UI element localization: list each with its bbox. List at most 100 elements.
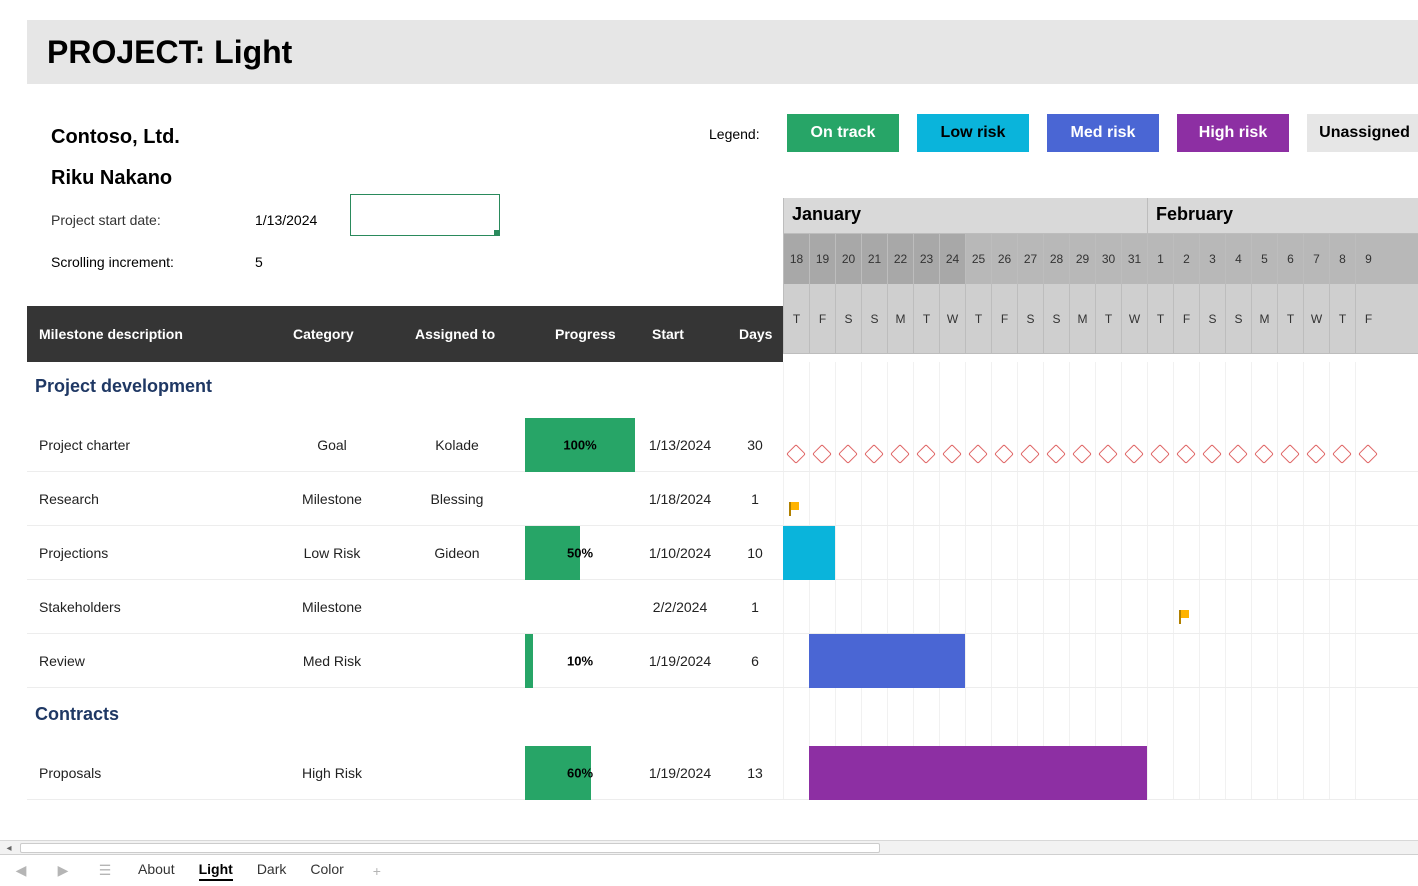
cell-progress bbox=[525, 472, 635, 526]
increment-label: Scrolling increment: bbox=[51, 254, 174, 270]
timeline-header: JanuaryFebruary 181920212223242526272829… bbox=[783, 198, 1418, 354]
cell-start: 1/18/2024 bbox=[635, 491, 725, 507]
timeline-month: January bbox=[783, 198, 869, 234]
cell-category: Milestone bbox=[267, 491, 397, 507]
timeline-date: 30 bbox=[1095, 234, 1121, 284]
gantt-bar[interactable] bbox=[809, 634, 965, 688]
timeline-weekday: S bbox=[1017, 284, 1043, 353]
timeline-date: 8 bbox=[1329, 234, 1355, 284]
horizontal-scrollbar[interactable]: ◂ bbox=[0, 840, 1418, 854]
tab-about[interactable]: About bbox=[138, 861, 175, 881]
gantt-bar[interactable] bbox=[783, 526, 835, 580]
timeline-weekday: F bbox=[1173, 284, 1199, 353]
timeline-date: 31 bbox=[1121, 234, 1147, 284]
cell-description: Proposals bbox=[39, 765, 101, 781]
cell-days: 6 bbox=[727, 653, 783, 669]
legend-on-track: On track bbox=[787, 114, 899, 152]
table-row[interactable]: Proposals High Risk 60%1/19/202413 bbox=[27, 746, 783, 800]
milestone-diamond-icon bbox=[1358, 444, 1378, 464]
timeline-weekday: F bbox=[809, 284, 835, 353]
timeline-date: 27 bbox=[1017, 234, 1043, 284]
milestone-diamond-icon bbox=[1072, 444, 1092, 464]
milestone-diamond-icon bbox=[1150, 444, 1170, 464]
milestone-diamond-icon bbox=[1202, 444, 1222, 464]
timeline-weekday: M bbox=[1251, 284, 1277, 353]
timeline-weekday: T bbox=[1095, 284, 1121, 353]
cell-description: Research bbox=[39, 491, 99, 507]
cell-days: 1 bbox=[727, 599, 783, 615]
timeline-row bbox=[783, 746, 1418, 800]
timeline-weekday: T bbox=[913, 284, 939, 353]
tab-light[interactable]: Light bbox=[199, 861, 233, 881]
milestone-diamond-icon bbox=[1332, 444, 1352, 464]
tab-color[interactable]: Color bbox=[310, 861, 343, 881]
gantt-bar[interactable] bbox=[809, 746, 1147, 800]
cell-days: 13 bbox=[727, 765, 783, 781]
timeline-date: 9 bbox=[1355, 234, 1381, 284]
timeline-date: 7 bbox=[1303, 234, 1329, 284]
col-asgn: Assigned to bbox=[415, 326, 495, 342]
cell-description: Projections bbox=[39, 545, 108, 561]
cell-progress: 50% bbox=[525, 526, 635, 580]
timeline-row bbox=[783, 580, 1418, 634]
timeline-date: 28 bbox=[1043, 234, 1069, 284]
legend-med-risk: Med risk bbox=[1047, 114, 1159, 152]
milestone-diamond-icon bbox=[942, 444, 962, 464]
timeline-weekday: S bbox=[861, 284, 887, 353]
scrollbar-thumb[interactable] bbox=[20, 843, 880, 853]
timeline-weekday: S bbox=[1043, 284, 1069, 353]
sheet-nav-next-icon[interactable]: ▶ bbox=[54, 862, 72, 880]
cell-description: Project charter bbox=[39, 437, 130, 453]
timeline-date: 20 bbox=[835, 234, 861, 284]
table-row[interactable]: ProjectionsLow RiskGideon50%1/10/202410 bbox=[27, 526, 783, 580]
milestone-diamond-icon bbox=[890, 444, 910, 464]
milestone-diamond-icon bbox=[1124, 444, 1144, 464]
add-sheet-icon[interactable]: + bbox=[368, 862, 386, 880]
timeline-weekday: M bbox=[1069, 284, 1095, 353]
timeline-weekday: M bbox=[887, 284, 913, 353]
scroll-left-icon[interactable]: ◂ bbox=[2, 841, 16, 855]
cell-category: High Risk bbox=[267, 765, 397, 781]
timeline-row bbox=[783, 418, 1418, 472]
timeline-date: 18 bbox=[783, 234, 809, 284]
cell-description: Stakeholders bbox=[39, 599, 121, 615]
sheet-list-icon[interactable]: ☰ bbox=[96, 862, 114, 880]
table-row[interactable]: ReviewMed Risk10%1/19/20246 bbox=[27, 634, 783, 688]
timeline-date: 25 bbox=[965, 234, 991, 284]
cell-progress: 60% bbox=[525, 746, 635, 800]
col-prog: Progress bbox=[555, 326, 616, 342]
cell-category: Milestone bbox=[267, 599, 397, 615]
timeline-weekday: F bbox=[991, 284, 1017, 353]
cell-start: 1/10/2024 bbox=[635, 545, 725, 561]
timeline-weekday: T bbox=[1277, 284, 1303, 353]
increment-value: 5 bbox=[255, 254, 263, 270]
cell-start: 1/19/2024 bbox=[635, 765, 725, 781]
table-row[interactable]: Stakeholders Milestone 2/2/20241 bbox=[27, 580, 783, 634]
group-title: Project development bbox=[35, 376, 212, 397]
milestone-diamond-icon bbox=[786, 444, 806, 464]
cell-start: 2/2/2024 bbox=[635, 599, 725, 615]
milestone-diamond-icon bbox=[1176, 444, 1196, 464]
cell-category: Med Risk bbox=[267, 653, 397, 669]
selected-cell[interactable] bbox=[350, 194, 500, 236]
sheet-nav-prev-icon[interactable]: ◀ bbox=[12, 862, 30, 880]
col-cat: Category bbox=[293, 326, 354, 342]
cell-progress bbox=[525, 580, 635, 634]
legend-unassigned: Unassigned bbox=[1307, 114, 1418, 152]
timeline-date: 22 bbox=[887, 234, 913, 284]
col-start: Start bbox=[652, 326, 684, 342]
cell-assigned: Blessing bbox=[397, 491, 517, 507]
timeline-date: 21 bbox=[861, 234, 887, 284]
table-row[interactable]: Project charterGoalKolade100%1/13/202430 bbox=[27, 418, 783, 472]
cell-days: 30 bbox=[727, 437, 783, 453]
project-title-band: PROJECT: Light bbox=[27, 20, 1418, 84]
cell-start: 1/13/2024 bbox=[635, 437, 725, 453]
table-column-header: Milestone description Category Assigned … bbox=[27, 306, 783, 362]
table-row[interactable]: ResearchMilestoneBlessing1/18/20241 bbox=[27, 472, 783, 526]
timeline-date: 29 bbox=[1069, 234, 1095, 284]
timeline-date: 24 bbox=[939, 234, 965, 284]
timeline-weekday: T bbox=[1147, 284, 1173, 353]
timeline-row bbox=[783, 634, 1418, 688]
tab-dark[interactable]: Dark bbox=[257, 861, 287, 881]
timeline-month: February bbox=[1147, 198, 1241, 234]
